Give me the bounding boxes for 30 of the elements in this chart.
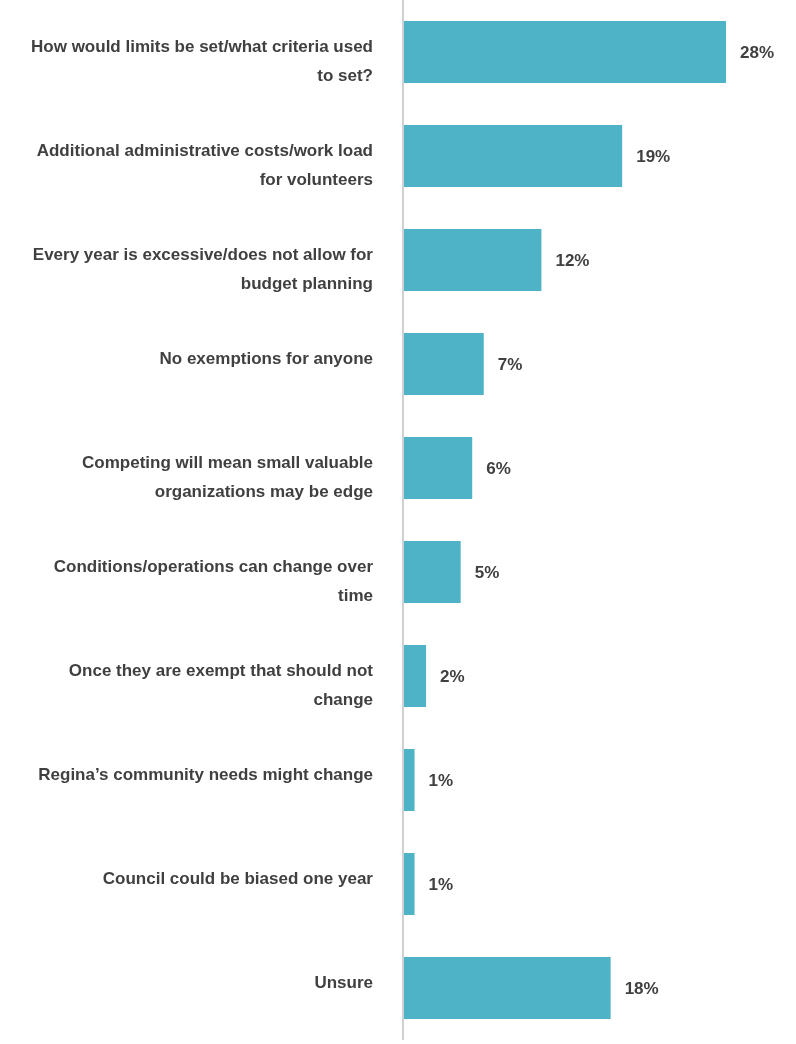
bar [403, 21, 726, 83]
data-label: 12% [555, 251, 590, 271]
data-label: 5% [474, 563, 500, 583]
y-tick-label: Council could be biased one year [102, 869, 374, 888]
y-tick-label: Regina’s community needs might change [38, 765, 373, 784]
bar [403, 229, 542, 291]
bar [403, 333, 484, 395]
bar [403, 437, 473, 499]
y-tick-label: Competing will mean small valuable organizations may be edge [82, 453, 373, 501]
y-tick-label: No exemptions for anyone [159, 349, 373, 368]
bar [403, 853, 415, 915]
bar [403, 957, 611, 1019]
y-tick-label: How would limits be set/what criteria used to set? [31, 37, 373, 85]
y-tick-label: Once they are exempt that should not change [68, 661, 374, 709]
data-label: 2% [440, 667, 465, 687]
data-label: 6% [486, 459, 511, 479]
bar [403, 645, 427, 707]
bar [403, 541, 461, 603]
y-tick-label: Additional administrative costs/work load for volunteers [36, 141, 373, 189]
data-label: 1% [428, 875, 454, 895]
y-tick-label: Unsure [314, 973, 373, 992]
y-tick-label: Every year is excessive/does not allow for budget planning [32, 245, 374, 293]
bar [403, 749, 415, 811]
data-label: 19% [636, 147, 671, 167]
bar [403, 125, 623, 187]
y-tick-label: Conditions/operations can change over time [53, 557, 374, 605]
data-label: 7% [497, 355, 523, 375]
data-label: 18% [624, 979, 659, 999]
data-label: 28% [740, 43, 775, 63]
data-label: 1% [428, 771, 454, 791]
